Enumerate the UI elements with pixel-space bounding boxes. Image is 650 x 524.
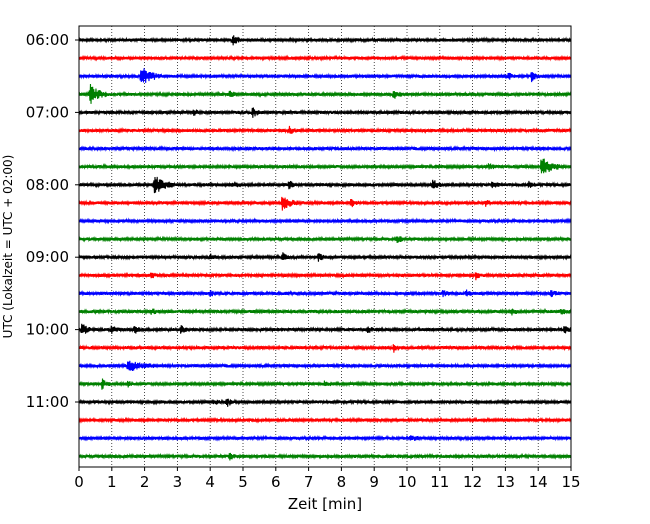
x-tick-label: 2 [140,473,150,491]
trace-line [78,196,572,211]
y-ticks: 06:00 07:00 08:00 09:00 10:00 11:00 [26,31,79,411]
y-tick-label: 07:00 [26,103,69,121]
trace-line [78,452,572,461]
y-tick-label: 09:00 [26,248,69,266]
y-tick-label: 06:00 [26,31,69,49]
x-tick-label: 7 [304,473,314,491]
x-tick-label: 0 [74,473,84,491]
x-tick-label: 4 [205,473,215,491]
trace-line [78,217,572,225]
x-tick-label: 14 [529,473,548,491]
y-axis-label: UTC (Lokalzeit = UTC + 02:00) [1,155,15,339]
y-tick-label: 10:00 [26,321,69,339]
x-tick-label: 11 [430,473,449,491]
trace-line [78,176,572,194]
trace-line [78,360,572,371]
x-tick-label: 3 [173,473,183,491]
x-tick-label: 9 [369,473,379,491]
trace-line [78,107,572,118]
trace-line [78,83,572,104]
trace-line [78,68,572,83]
trace-line [78,235,572,243]
trace-line [78,307,572,316]
x-axis-label: Zeit [min] [288,495,362,513]
x-tick-label: 13 [496,473,515,491]
y-tick-label: 11:00 [26,393,69,411]
x-ticks: 0 1 2 3 4 5 6 7 8 9 10 11 12 13 14 15 [74,467,581,491]
trace-line [78,54,572,62]
trace-layer [78,35,572,461]
x-tick-label: 10 [397,473,416,491]
x-tick-label: 12 [463,473,482,491]
trace-line [78,323,572,334]
trace-line [78,125,572,135]
x-tick-label: 15 [561,473,580,491]
trace-line [78,378,572,390]
trace-line [78,344,572,353]
trace-line [78,434,572,442]
x-tick-label: 5 [238,473,248,491]
x-tick-label: 1 [107,473,117,491]
trace-line [78,398,572,407]
trace-line [78,271,572,281]
y-tick-label: 08:00 [26,176,69,194]
trace-line [78,35,572,46]
x-tick-label: 8 [337,473,347,491]
trace-line [78,252,572,262]
trace-line [78,416,572,424]
x-tick-label: 6 [271,473,281,491]
trace-line [78,144,572,153]
trace-line [78,158,572,174]
trace-line [78,289,572,298]
plot-frame [78,25,572,468]
